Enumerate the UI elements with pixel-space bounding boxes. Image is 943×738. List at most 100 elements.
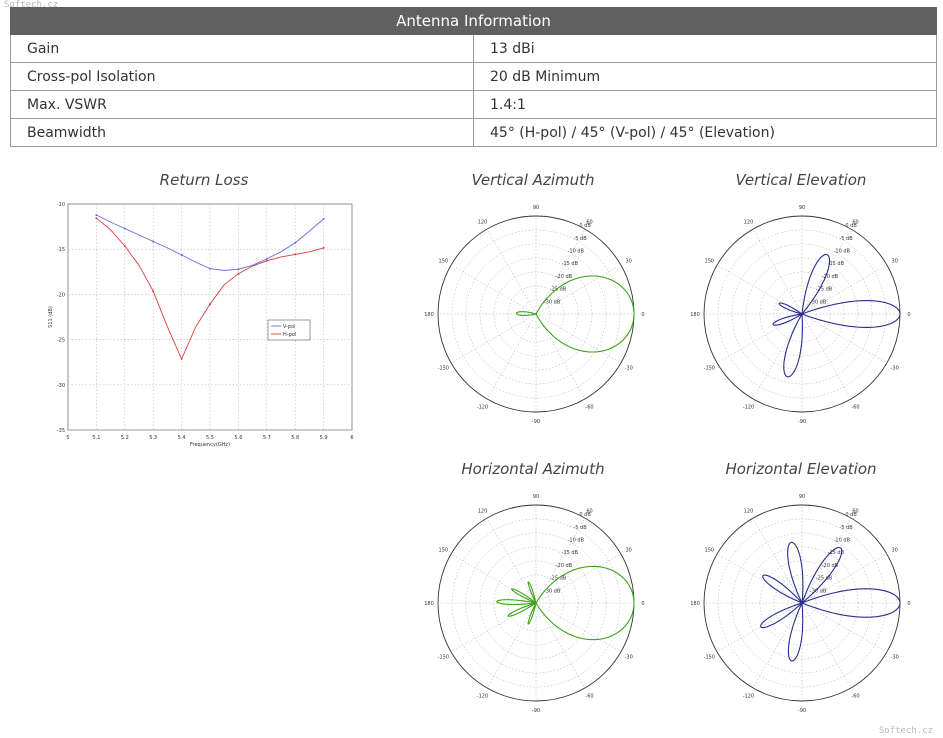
polar-angle-label: 120	[744, 219, 754, 225]
polar-angle-label: -120	[477, 405, 488, 411]
polar-angle-label: -150	[704, 366, 715, 372]
row-value-vswr: 1.4:1	[473, 90, 937, 119]
data-point	[322, 217, 325, 220]
polar-spoke	[535, 602, 586, 688]
legend-label: V-pol	[283, 324, 296, 330]
return-loss-title: Return Loss	[159, 171, 249, 189]
polar-angle-label: 150	[705, 259, 715, 265]
polar-radial-label: 0 dB	[579, 512, 591, 518]
polar-radial-label: -30 dB	[544, 299, 561, 305]
antenna-info-table: Antenna Information Gain 13 dBi Cross-po…	[10, 7, 937, 147]
polar-angle-label: 180	[690, 601, 700, 607]
polar-spoke	[801, 602, 852, 688]
polar-radial-label: -25 dB	[816, 287, 833, 293]
horizontal-azimuth-title: Horizontal Azimuth	[461, 460, 605, 478]
y-tick-label: -10	[57, 202, 65, 208]
polar-angle-label: 90	[799, 494, 805, 500]
vertical-elevation-polar-chart: 0 30 60 90 120 150 180 -150 -120 -90 -60 -30 0 dB -5 …	[690, 205, 910, 425]
polar-radial-label: -10 dB	[834, 249, 851, 255]
x-tick-label: 5.5	[206, 435, 214, 441]
polar-angle-label: -60	[585, 694, 593, 700]
polar-spoke	[535, 264, 621, 315]
table-row: Beamwidth 45° (H-pol) / 45° (V-pol) / 45…	[10, 118, 937, 147]
polar-spoke	[752, 229, 803, 315]
polar-angle-label: 30	[625, 548, 631, 554]
polar-angle-label: -90	[798, 419, 806, 425]
polar-radial-label: -5 dB	[573, 236, 587, 242]
polar-spoke	[801, 553, 887, 604]
data-point	[294, 253, 297, 256]
x-tick-label: 5.4	[178, 435, 186, 441]
polar-angle-label: -150	[438, 655, 449, 661]
polar-pattern-curve	[760, 541, 901, 662]
y-tick-label: -20	[57, 292, 65, 298]
polar-spoke	[535, 602, 621, 653]
data-point	[95, 217, 98, 220]
data-point	[237, 268, 240, 271]
watermark-top-left: Softech.cz	[4, 0, 59, 10]
polar-spoke	[801, 313, 887, 364]
data-point	[123, 244, 126, 247]
polar-angle-label: -60	[851, 694, 859, 700]
polar-angle-label: 0	[641, 601, 644, 607]
table-row: Gain 13 dBi	[10, 34, 937, 63]
polar-spoke	[535, 313, 586, 399]
data-point	[152, 240, 155, 243]
polar-radial-label: -10 dB	[568, 538, 585, 544]
legend-label: H-pol	[283, 332, 296, 338]
data-point	[209, 303, 211, 306]
polar-radial-label: 0 dB	[845, 512, 857, 518]
polar-radial-label: -20 dB	[822, 274, 839, 280]
polar-radial-label: -25 dB	[816, 576, 833, 582]
polar-angle-label: -30	[891, 655, 899, 661]
polar-angle-label: 180	[424, 601, 434, 607]
polar-spoke	[717, 264, 803, 315]
polar-angle-label: -120	[743, 405, 754, 411]
horizontal-elevation-polar-chart: 0 30 60 90 120 150 180 -150 -120 -90 -60 -30 0 dB -5 …	[690, 494, 910, 714]
polar-angle-label: 0	[641, 312, 644, 318]
polar-angle-label: 120	[478, 508, 488, 514]
polar-spoke	[486, 602, 537, 688]
polar-angle-label: 120	[744, 508, 754, 514]
polar-spoke	[486, 313, 537, 399]
data-point	[265, 257, 268, 260]
polar-pattern-curve	[772, 253, 901, 378]
polar-angle-label: 0	[907, 601, 910, 607]
watermark-bottom-right: Softech.cz	[878, 726, 933, 736]
polar-angle-label: -60	[851, 405, 859, 411]
polar-radial-label: -20 dB	[822, 563, 839, 569]
horizontal-azimuth-polar-chart: 0 30 60 90 120 150 180 -150 -120 -90 -60 -30 0 dB -5 …	[424, 494, 644, 714]
table-row: Cross-pol Isolation 20 dB Minimum	[10, 62, 937, 91]
polar-spoke	[535, 518, 586, 604]
polar-angle-label: 150	[439, 548, 449, 554]
y-tick-label: -15	[57, 247, 65, 253]
data-point	[95, 213, 98, 216]
polar-spoke	[752, 518, 803, 604]
polar-radial-label: -20 dB	[556, 563, 573, 569]
return-loss-chart: 5 5.1 5.2 5.3 5.4 5.5 5.6 5.7 5.8 5.9 6 -10 -15 -20 -2…	[48, 202, 354, 448]
data-point	[265, 259, 268, 262]
polar-spoke	[451, 602, 537, 653]
polar-radial-label: -30 dB	[810, 299, 827, 305]
polar-angle-label: 150	[439, 259, 449, 265]
polar-radial-label: -20 dB	[556, 274, 573, 280]
polar-spoke	[717, 313, 803, 364]
polar-angle-label: 30	[891, 548, 897, 554]
polar-spoke	[801, 229, 852, 315]
polar-radial-label: -25 dB	[550, 287, 567, 293]
legend-box	[267, 319, 311, 341]
polar-radial-label: -5 dB	[839, 525, 853, 531]
x-tick-label: 5.8	[291, 435, 299, 441]
x-axis-label: Frequency(GHz)	[190, 442, 230, 448]
vertical-azimuth-title: Vertical Azimuth	[471, 171, 595, 189]
table-header-row: Antenna Information	[10, 7, 937, 35]
polar-angle-label: 60	[852, 508, 858, 514]
x-tick-label: 5.6	[234, 435, 242, 441]
polar-spoke	[801, 602, 887, 653]
row-key-cross-pol: Cross-pol Isolation	[10, 62, 474, 91]
polar-pattern-curve	[515, 275, 635, 353]
y-tick-label: -30	[57, 383, 65, 389]
polar-angle-label: -90	[532, 419, 540, 425]
polar-spoke	[451, 553, 537, 604]
polar-spoke	[801, 518, 852, 604]
